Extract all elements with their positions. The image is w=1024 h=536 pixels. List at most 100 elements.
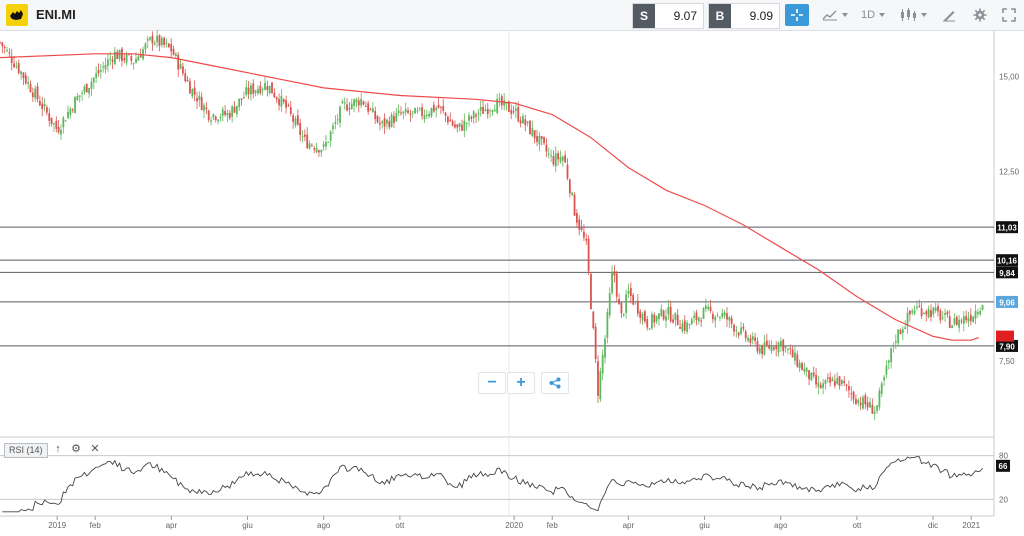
candle-body xyxy=(550,155,552,157)
pencil-icon xyxy=(943,11,955,22)
candle-body xyxy=(885,365,888,375)
candle-body xyxy=(976,312,979,315)
move-up-icon[interactable]: ↑ xyxy=(55,443,61,455)
candle-body xyxy=(303,134,306,137)
candle-body xyxy=(918,306,921,308)
candle-body xyxy=(597,361,599,396)
indicator-settings-icon[interactable]: ⚙ xyxy=(71,443,81,455)
candle-body xyxy=(170,44,173,52)
candle-body xyxy=(296,115,299,125)
draw-tools-button[interactable] xyxy=(938,4,960,26)
candle-body xyxy=(343,102,346,104)
remove-indicator-icon[interactable]: ✕ xyxy=(90,443,100,455)
candle-body xyxy=(906,312,909,327)
x-tick-label: feb xyxy=(90,521,102,530)
candle-body xyxy=(160,38,163,46)
candle-body xyxy=(371,108,374,113)
candle-body xyxy=(780,341,782,346)
candle-body xyxy=(320,149,323,153)
candle-body xyxy=(341,101,344,104)
candle-body xyxy=(899,330,902,334)
candle-body xyxy=(259,85,262,94)
candle-body xyxy=(423,115,426,120)
fullscreen-button[interactable] xyxy=(998,4,1020,26)
candle-body xyxy=(31,92,34,97)
zoom-out-button[interactable]: − xyxy=(478,372,506,394)
candle-body xyxy=(965,316,968,321)
rsi-level-label: 80 xyxy=(999,452,1008,461)
candle-body xyxy=(655,316,658,322)
price-line-tag: 9,06 xyxy=(996,295,1018,308)
candle-body xyxy=(390,114,393,127)
timeframe-button[interactable]: 1D xyxy=(858,4,888,26)
candle-body xyxy=(864,395,867,405)
candle-body xyxy=(578,219,581,230)
candle-body xyxy=(702,307,705,319)
candle-body xyxy=(529,120,531,135)
candle-body xyxy=(742,326,745,329)
candle-body xyxy=(564,155,567,163)
candle-body xyxy=(315,147,318,153)
x-tick-label: ago xyxy=(317,521,331,530)
candle-body xyxy=(348,108,351,110)
settings-button[interactable] xyxy=(969,4,991,26)
rsi-indicator-label[interactable]: RSI (14) xyxy=(4,443,48,458)
share-button[interactable] xyxy=(541,372,569,394)
crosshair-button[interactable] xyxy=(785,4,809,26)
candle-body xyxy=(74,97,76,114)
candle-body xyxy=(796,354,799,367)
candle-body xyxy=(756,341,759,352)
candle-body xyxy=(463,120,466,131)
candle-body xyxy=(728,317,731,321)
candle-body xyxy=(707,306,710,309)
buy-quote[interactable]: B 9.09 xyxy=(708,3,780,29)
sell-price: 9.07 xyxy=(673,9,697,23)
candle-body xyxy=(60,129,62,135)
candle-body xyxy=(590,273,592,310)
rsi-level-label: 20 xyxy=(999,495,1008,504)
candle-body xyxy=(325,141,327,147)
candle-body xyxy=(95,73,98,78)
candle-body xyxy=(658,313,660,320)
rsi-line xyxy=(2,456,983,513)
candle-body xyxy=(690,319,693,325)
candle-body xyxy=(329,131,332,141)
candle-body xyxy=(507,101,510,112)
candle-body xyxy=(217,119,219,122)
candle-body xyxy=(632,294,635,305)
candle-body xyxy=(121,48,123,62)
candle-body xyxy=(57,126,60,133)
candle-body xyxy=(90,81,93,89)
candle-body xyxy=(826,377,829,379)
candle-body xyxy=(887,360,890,363)
candle-body xyxy=(386,119,388,124)
candle-body xyxy=(114,51,116,65)
indicators-button[interactable] xyxy=(896,4,930,26)
candle-body xyxy=(768,344,771,349)
candle-body xyxy=(662,310,665,320)
zoom-in-button[interactable]: + xyxy=(507,372,535,394)
candle-body xyxy=(106,59,109,66)
x-tick-label: ott xyxy=(395,521,405,530)
chart-type-button[interactable] xyxy=(818,4,852,26)
candle-body xyxy=(184,73,187,82)
candle-body xyxy=(355,99,358,103)
candle-body xyxy=(132,63,135,65)
candle-body xyxy=(716,315,719,317)
price-line-tag-bg xyxy=(996,221,1018,234)
candle-body xyxy=(130,56,133,61)
candle-body xyxy=(836,378,839,384)
candle-body xyxy=(784,346,787,349)
candle-body xyxy=(519,120,522,124)
x-tick-label: ago xyxy=(774,521,788,530)
sell-quote[interactable]: S 9.07 xyxy=(632,3,704,29)
candle-body xyxy=(571,192,574,195)
candle-body xyxy=(435,107,438,111)
candle-body xyxy=(636,300,639,314)
candle-body xyxy=(407,110,409,113)
candle-body xyxy=(472,111,475,119)
candle-body xyxy=(667,306,670,315)
candle-body xyxy=(20,71,23,75)
candle-body xyxy=(393,115,395,123)
